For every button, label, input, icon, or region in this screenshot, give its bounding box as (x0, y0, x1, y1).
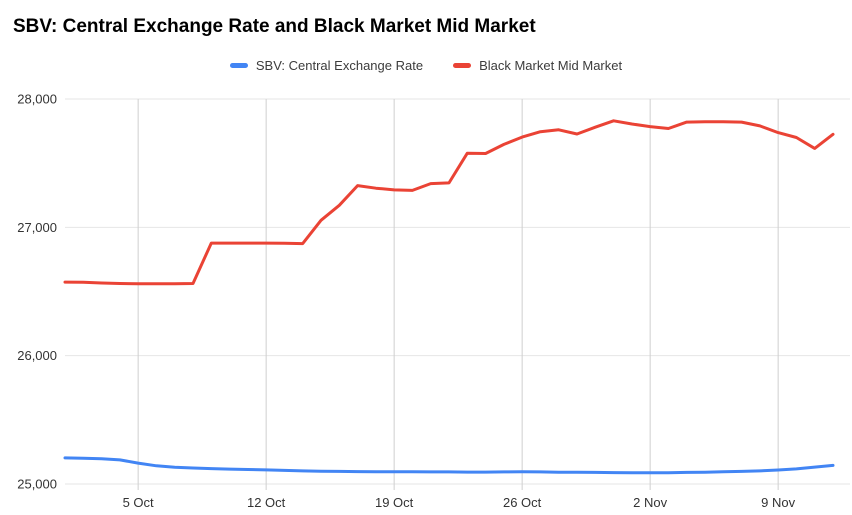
legend-item-sbv[interactable]: SBV: Central Exchange Rate (229, 58, 424, 73)
x-axis-tick-label: 19 Oct (375, 495, 414, 510)
page-title: SBV: Central Exchange Rate and Black Mar… (13, 16, 536, 37)
legend-swatch-red-icon (453, 63, 472, 68)
legend-swatch-blue-icon (229, 63, 248, 68)
legend-item-black-market[interactable]: Black Market Mid Market (453, 58, 622, 73)
y-axis-tick-label: 28,000 (17, 92, 57, 107)
x-axis-tick-label: 12 Oct (247, 495, 286, 510)
series-line-0[interactable] (63, 456, 835, 475)
legend-label-black-market: Black Market Mid Market (479, 58, 623, 73)
x-axis-tick-label: 9 Nov (761, 495, 795, 510)
x-axis-tick-label: 2 Nov (633, 495, 667, 510)
series-line-1[interactable] (63, 119, 835, 286)
chart-legend: SBV: Central Exchange Rate Black Market … (0, 58, 852, 73)
y-axis-tick-label: 26,000 (17, 348, 57, 363)
y-axis-tick-label: 25,000 (17, 477, 57, 492)
legend-label-sbv: SBV: Central Exchange Rate (255, 58, 424, 73)
x-axis-tick-label: 5 Oct (123, 495, 154, 510)
y-axis-tick-label: 27,000 (17, 220, 57, 235)
x-axis-tick-label: 26 Oct (503, 495, 542, 510)
